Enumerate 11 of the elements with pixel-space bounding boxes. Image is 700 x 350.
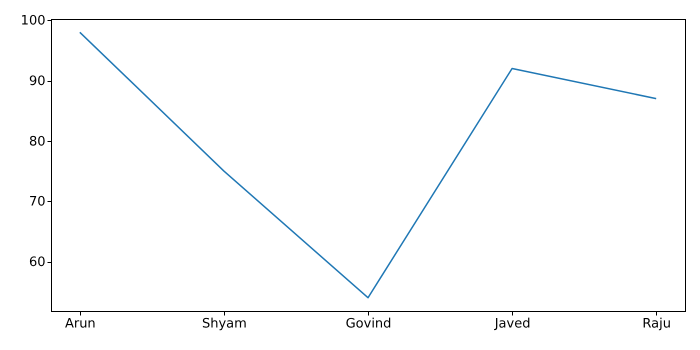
x-tick-label: Shyam (202, 316, 247, 332)
y-tick-label: 70 (28, 194, 46, 210)
line-series (79, 32, 657, 298)
y-tick-label: 60 (28, 255, 46, 270)
x-tick-label: Govind (346, 316, 392, 332)
x-tick-label: Raju (642, 316, 671, 332)
y-tick-label: 90 (28, 74, 46, 90)
x-tick-label: Arun (64, 316, 96, 332)
y-tick-label: 80 (28, 134, 46, 150)
y-tick-label: 100 (20, 14, 46, 29)
x-tick-label: Javed (494, 316, 530, 332)
